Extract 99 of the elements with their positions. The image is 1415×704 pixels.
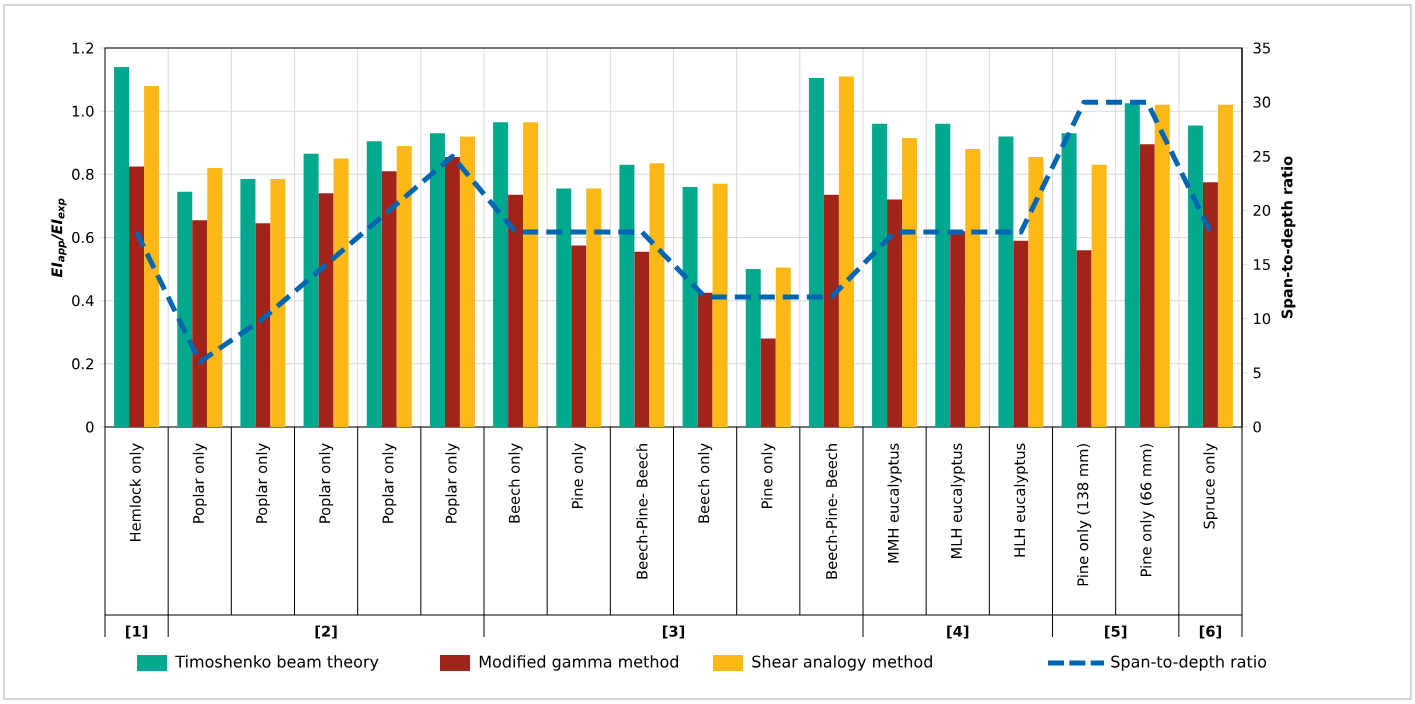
bar — [556, 188, 572, 427]
bar — [935, 123, 951, 427]
bar — [712, 183, 728, 427]
bar — [902, 138, 918, 427]
bar — [586, 188, 602, 427]
y-tick-label: 0.6 — [72, 231, 94, 244]
x-tick-label: MLH eucalyptus — [950, 443, 965, 559]
bar — [697, 292, 713, 427]
bar — [1124, 103, 1140, 427]
x-tick-label: Poplar only — [192, 443, 207, 523]
x-tick-label: Pine only — [571, 443, 586, 508]
bar — [240, 179, 256, 427]
bar — [1061, 133, 1077, 427]
bar — [682, 186, 698, 427]
bar — [444, 156, 460, 427]
bar — [1076, 250, 1092, 427]
y2-tick-label: 35 — [1253, 42, 1270, 54]
y2-tick-label: 25 — [1253, 150, 1270, 162]
text: [2] — [315, 625, 337, 639]
bar — [207, 168, 223, 427]
y2-tick-label: 5 — [1253, 367, 1261, 379]
y-tick-label: 1.2 — [72, 42, 94, 54]
bar — [823, 194, 839, 427]
bar — [1217, 104, 1233, 427]
x-tick-label: Pine only — [761, 443, 776, 508]
y-tick-label: 0.4 — [72, 295, 94, 307]
bar — [508, 194, 524, 427]
x-tick-label: Beech-Pine- Beech — [636, 444, 648, 579]
bar — [760, 338, 776, 427]
bar — [887, 199, 903, 427]
bar — [619, 164, 635, 427]
bar — [523, 122, 539, 427]
x-tick-label: Beech-Pine- Beech — [825, 444, 838, 579]
x-tick-label: Poplar only — [255, 443, 271, 523]
bar — [1139, 144, 1155, 427]
bar — [745, 269, 761, 427]
bar — [1091, 164, 1107, 427]
bar — [649, 163, 665, 427]
legend-label: Timoshenko beam theory — [175, 655, 379, 671]
y2-axis-title: Span-to-depth ratio — [1281, 156, 1296, 319]
text: [1] — [126, 625, 148, 639]
bar — [270, 179, 286, 427]
bar — [1028, 156, 1044, 427]
text: [5] — [1105, 625, 1127, 639]
bar — [318, 193, 334, 427]
legend-label: Span-to-depth ratio — [1111, 655, 1267, 671]
x-tick-label: Pine only (66 mm) — [1140, 444, 1155, 576]
y-axis-title: EI$_{app}$/EI$_{exp}$ — [51, 198, 67, 278]
legend-label: Shear analogy method — [752, 655, 932, 671]
y2-tick-label: 0 — [1253, 421, 1261, 433]
y2-tick-label: 20 — [1253, 204, 1271, 216]
x-tick-label: Beech only — [508, 443, 523, 523]
text: [3] — [662, 625, 685, 639]
bar — [192, 220, 208, 427]
x-tick-label: MMH eucalyptus — [887, 443, 902, 563]
bar — [381, 171, 397, 427]
x-tick-label: Poplar only — [445, 443, 460, 523]
bar — [303, 153, 319, 427]
x-tick-label: Hemlock only — [129, 443, 144, 542]
bar — [459, 136, 475, 427]
bar — [950, 231, 966, 427]
y2-tick-label: 10 — [1254, 313, 1271, 325]
bar — [808, 78, 824, 427]
bar — [838, 76, 854, 427]
bar — [775, 267, 791, 427]
bar — [333, 158, 349, 427]
bar — [1187, 125, 1203, 427]
bar — [634, 251, 650, 427]
x-tick-label: Pine only (138 mm) — [1076, 444, 1092, 586]
bar — [177, 191, 193, 427]
bar — [493, 122, 509, 427]
bar — [366, 141, 382, 427]
bar — [571, 245, 587, 427]
y2-tick-label: 15 — [1254, 259, 1270, 271]
bar — [998, 136, 1014, 427]
x-tick-label: Beech only — [697, 443, 713, 523]
x-tick-label: Spruce only — [1203, 443, 1218, 529]
legend-label: Modified gamma method — [479, 655, 678, 671]
bar — [114, 66, 130, 427]
bar — [429, 133, 445, 427]
bar — [872, 123, 888, 427]
text: [6] — [1199, 625, 1221, 639]
bar — [965, 149, 981, 427]
bar — [1013, 240, 1029, 427]
y-tick-label: 1.0 — [72, 105, 94, 117]
bar — [1202, 182, 1218, 427]
x-tick-label: Poplar only — [382, 443, 397, 523]
bar — [1154, 104, 1170, 427]
y2-tick-label: 30 — [1253, 96, 1271, 108]
y-tick-label: 0.2 — [72, 358, 94, 370]
x-tick-label: Poplar only — [318, 443, 334, 523]
bar — [129, 166, 145, 427]
y-tick-label: 0.8 — [72, 168, 94, 180]
y-tick-label: 0 — [86, 421, 94, 433]
bar — [144, 85, 160, 427]
bar — [255, 223, 271, 427]
x-tick-label: HLH eucalyptus — [1013, 443, 1029, 557]
text: [4] — [947, 625, 969, 639]
bar — [396, 145, 412, 427]
